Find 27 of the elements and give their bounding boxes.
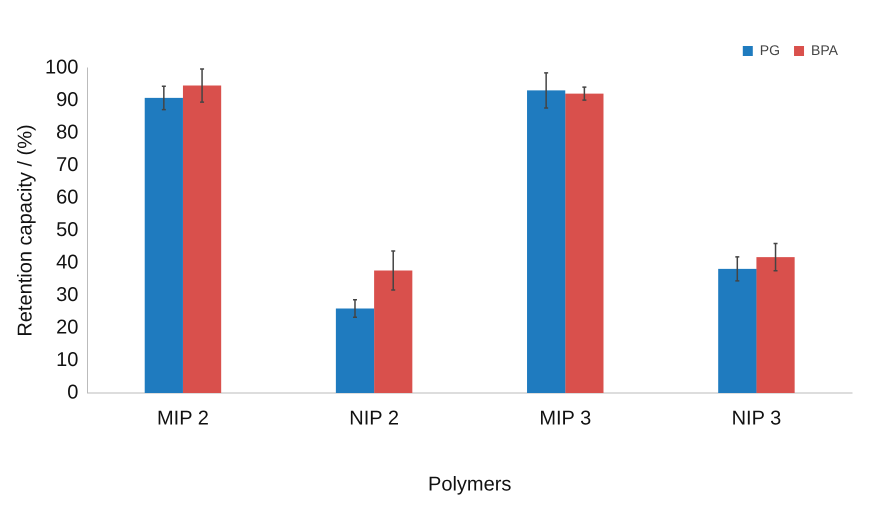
- y-tick-label: 60: [56, 186, 78, 209]
- bar: [182, 86, 222, 393]
- x-tick-label: MIP 2: [157, 408, 209, 430]
- x-tick-label: NIP 3: [732, 408, 782, 430]
- legend-label: BPA: [811, 42, 839, 58]
- y-tick-label: 10: [56, 349, 78, 372]
- legend-label: PG: [760, 42, 780, 58]
- bar: [144, 98, 183, 393]
- y-tick-label: 100: [44, 56, 78, 79]
- x-tick-label: MIP 3: [539, 408, 592, 430]
- x-tick-label: NIP 2: [349, 408, 399, 430]
- y-tick-label: 40: [56, 252, 78, 274]
- bar: [336, 308, 374, 393]
- y-tick-label: 0: [67, 382, 78, 404]
- bar: [565, 94, 604, 393]
- y-axis-title: Retention capacity / (%): [14, 124, 37, 337]
- x-axis-title: Polymers: [428, 474, 512, 496]
- y-tick-label: 50: [56, 219, 78, 242]
- y-tick-label: 30: [56, 284, 78, 306]
- bar: [756, 257, 795, 393]
- bar: [718, 268, 756, 393]
- y-tick-label: 90: [56, 89, 78, 112]
- y-tick-label: 80: [56, 122, 78, 144]
- bar: [374, 270, 412, 393]
- y-tick-label: 20: [56, 316, 78, 339]
- y-tick-label: 70: [56, 154, 78, 176]
- bar: [527, 90, 566, 393]
